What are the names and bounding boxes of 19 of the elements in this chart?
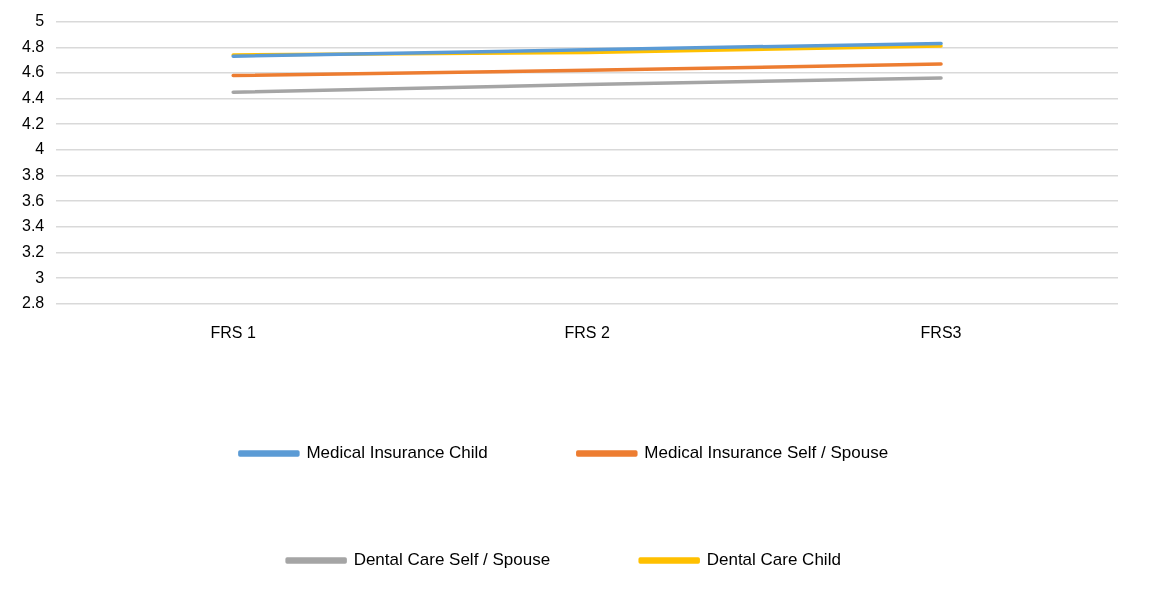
y-tick-label: 3.4 bbox=[21, 217, 45, 235]
y-tick-label: 4 bbox=[35, 140, 45, 158]
x-tick-label: FRS3 bbox=[920, 323, 962, 341]
y-tick-label: 4.6 bbox=[21, 63, 45, 81]
legend-label: Medical Insurance Child bbox=[306, 443, 488, 463]
y-tick-label: 3.6 bbox=[21, 191, 45, 209]
y-tick-label: 3.8 bbox=[21, 165, 45, 183]
y-tick-label: 4.2 bbox=[21, 114, 45, 132]
y-tick-label: 4.4 bbox=[21, 88, 45, 106]
legend-label: Medical Insurance Self / Spouse bbox=[644, 443, 889, 463]
y-tick-label: 2.8 bbox=[21, 294, 45, 312]
x-tick-label: FRS 2 bbox=[564, 323, 610, 341]
legend-label: Dental Care Child bbox=[706, 550, 841, 570]
y-tick-label: 3.2 bbox=[21, 242, 45, 260]
x-tick-label: FRS 1 bbox=[210, 323, 256, 341]
legend-label: Dental Care Self / Spouse bbox=[353, 550, 551, 570]
y-tick-label: 5 bbox=[35, 12, 45, 30]
y-tick-label: 4.8 bbox=[21, 37, 45, 55]
y-tick-label: 3 bbox=[35, 268, 45, 286]
